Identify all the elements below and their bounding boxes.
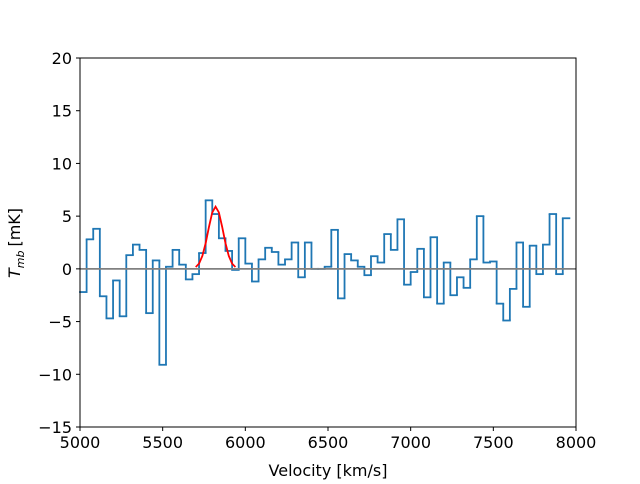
y-tick-label: 10	[52, 154, 72, 173]
fit-line	[195, 204, 237, 268]
y-label-unit: [mK]	[5, 208, 24, 247]
y-axis-label: Tmb [mK]	[5, 208, 27, 278]
y-label-symbol: T	[5, 267, 24, 278]
y-tick-label: 15	[52, 102, 72, 121]
x-tick-label: 5000	[60, 433, 101, 452]
x-tick-label: 7500	[473, 433, 514, 452]
x-tick-label: 7000	[390, 433, 431, 452]
x-tick-label: 8000	[556, 433, 597, 452]
y-tick-label: −5	[48, 313, 72, 332]
y-tick-label: 0	[62, 260, 72, 279]
y-tick-label: 5	[62, 207, 72, 226]
y-tick-label: −15	[38, 418, 72, 437]
y-label-subscript: mb	[14, 251, 27, 269]
x-axis-label: Velocity [km/s]	[269, 461, 388, 480]
x-tick-label: 6000	[225, 433, 266, 452]
x-tick-label: 5500	[142, 433, 183, 452]
y-tick-label: 20	[52, 49, 72, 68]
plot-frame	[79, 57, 577, 428]
x-tick-label: 6500	[308, 433, 349, 452]
y-tick-label: −10	[38, 365, 72, 384]
